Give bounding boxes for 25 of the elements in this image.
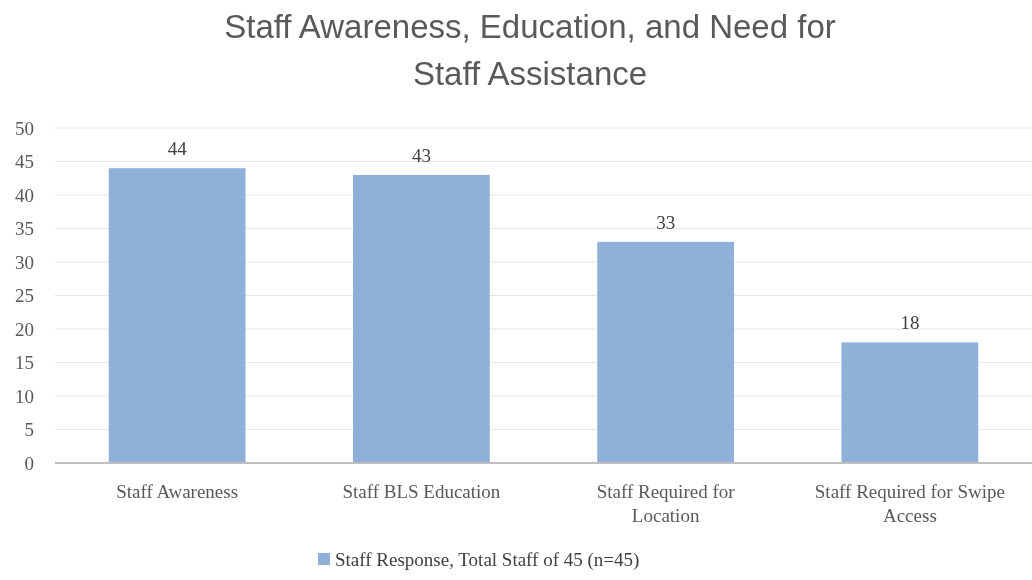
y-tick-label: 10 [15, 385, 34, 407]
x-tick-label: Staff Required for Swipe Access [814, 481, 1005, 526]
bar [841, 342, 979, 463]
y-tick-label: 40 [15, 184, 34, 206]
y-tick-label: 0 [24, 452, 34, 474]
y-tick-label: 5 [24, 419, 34, 441]
x-tick-label: Staff Required for Location [596, 481, 736, 526]
y-tick-label: 20 [15, 318, 34, 340]
bar [597, 241, 735, 463]
legend-label: Staff Response, Total Staff of 45 (n=45) [335, 549, 640, 571]
bar [108, 168, 246, 463]
x-tick-label: Staff BLS Education [342, 481, 501, 502]
bar [352, 174, 490, 463]
y-tick-label: 35 [15, 218, 34, 240]
data-label: 44 [167, 138, 188, 160]
data-label: 18 [900, 312, 920, 334]
y-tick-label: 25 [15, 285, 34, 307]
data-label: 43 [411, 144, 431, 166]
y-tick-label: 45 [15, 151, 34, 173]
y-tick-label: 50 [15, 117, 34, 139]
data-label: 33 [656, 211, 676, 233]
y-tick-label: 30 [15, 251, 34, 273]
y-tick-label: 15 [15, 352, 34, 374]
chart-title: Staff Awareness, Education, and Need for Staff Assistance [224, 8, 836, 92]
x-tick-label: Staff Awareness [116, 481, 239, 502]
